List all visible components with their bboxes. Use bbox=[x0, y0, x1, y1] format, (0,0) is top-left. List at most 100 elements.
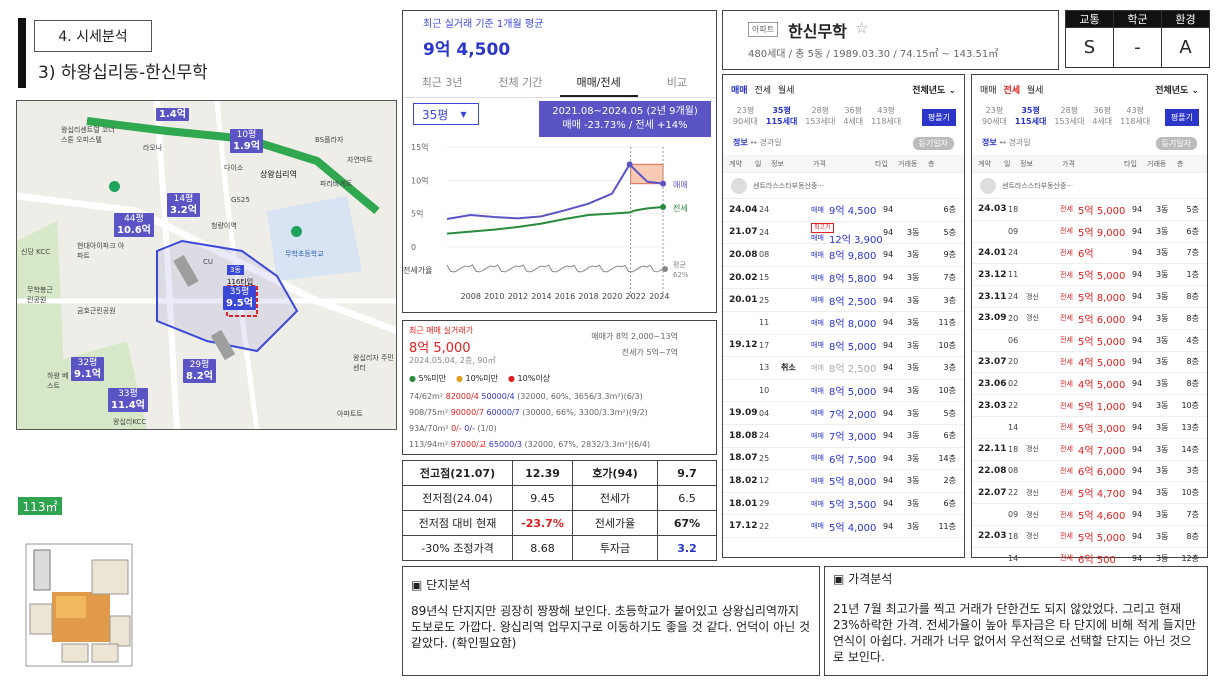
txn-jeonse: 60000/7 bbox=[486, 408, 520, 417]
map-pin[interactable]: 1.4억 bbox=[156, 108, 189, 121]
chart-card-price: 9억 4,500 bbox=[423, 40, 511, 60]
tab-sale-jeonse[interactable]: 매매/전세 bbox=[559, 69, 638, 97]
size-tab[interactable]: 35평 115세대 bbox=[766, 105, 797, 127]
row-price: 5억 4,600 bbox=[1078, 511, 1126, 523]
txn-row[interactable]: 10 매매 8억 5,000 94 3동 10층 bbox=[723, 380, 964, 403]
map-pin[interactable]: 32평 9.1억 bbox=[71, 357, 104, 381]
row-price: 9억 4,500 bbox=[829, 206, 877, 218]
pin-size: 44평 bbox=[124, 214, 144, 224]
txn-rows: 74/62m² 82000/4 50000/4 (32000, 60%, 365… bbox=[409, 389, 709, 453]
pyeong-filter-button[interactable]: 평플기 bbox=[1164, 109, 1199, 126]
star-icon[interactable]: ☆ bbox=[855, 19, 869, 37]
summary-cell: 12.39 bbox=[512, 460, 573, 486]
txn-row[interactable]: 21.07 24 최고가 매매 12억 3,900 94 3동 5층 bbox=[723, 222, 964, 246]
row-floor: 6층 bbox=[943, 431, 956, 441]
size-tab[interactable]: 36평 4세대 bbox=[843, 105, 863, 127]
txn-row[interactable]: 18.02 12 매매 5억 8,000 94 3동 2층 bbox=[723, 470, 964, 493]
size-tab[interactable]: 23평 90세대 bbox=[733, 105, 758, 127]
tab-sale[interactable]: 매매 bbox=[980, 86, 997, 96]
row-type: 94 bbox=[1132, 248, 1143, 258]
map-place: 아파트트 bbox=[337, 410, 363, 418]
year-select[interactable]: 전체년도 ⌄ bbox=[1155, 83, 1199, 96]
row-dong: 3동 bbox=[907, 227, 920, 237]
size-tab[interactable]: 28평 153세대 bbox=[1054, 105, 1084, 127]
pyeong-filter-button[interactable]: 평플기 bbox=[921, 109, 956, 126]
txn-row[interactable]: 24.04 24 매매 9억 4,500 94 6층 bbox=[723, 199, 964, 222]
row-type: 94 bbox=[883, 386, 894, 396]
row-day: 12 bbox=[759, 476, 770, 486]
txn-row[interactable]: 06 전세 5억 5,000 94 3동 4층 bbox=[972, 330, 1207, 352]
tab-jeonse[interactable]: 전세 bbox=[1003, 86, 1020, 96]
txn-row[interactable]: 20.01 25 매매 8억 2,500 94 3동 3층 bbox=[723, 289, 964, 312]
txn-row[interactable]: 18.01 29 매매 5억 3,500 94 3동 6층 bbox=[723, 493, 964, 516]
txn-row[interactable]: 18.08 24 매매 7억 3,000 94 3동 6층 bbox=[723, 425, 964, 448]
registration-date-button[interactable]: 등기일자 bbox=[1155, 137, 1197, 150]
size-tab[interactable]: 36평 4세대 bbox=[1092, 105, 1112, 127]
txn-row[interactable]: 23.09 20 갱신 전세 5억 6,000 94 3동 8층 bbox=[972, 308, 1207, 330]
size-tab[interactable]: 23평 90세대 bbox=[982, 105, 1007, 127]
map-pin[interactable]: 10평 1.9억 bbox=[230, 129, 263, 153]
txn-row[interactable]: 24.03 18 전세 5억 5,000 94 3동 5층 bbox=[972, 199, 1207, 221]
txn-row[interactable]: 22.03 18 갱신 전세 5억 5,000 94 3동 8층 bbox=[972, 526, 1207, 548]
map[interactable]: 1.4억 10평 1.9억 44평 10.6억 14평 3.2억 29평 8.2억 32… bbox=[16, 100, 397, 430]
tab-wolse[interactable]: 월세 bbox=[777, 86, 795, 96]
tab-sale[interactable]: 매매 bbox=[731, 86, 748, 96]
info-sub: ↔ 경과일 bbox=[750, 138, 782, 147]
txn-row[interactable]: 13 취소 매매 8억 2,500 94 3동 3층 bbox=[723, 357, 964, 380]
info-sub: ↔ 경과일 bbox=[999, 138, 1031, 147]
row-month: 18.07 bbox=[729, 453, 758, 464]
txn-row[interactable]: 09 전세 5억 9,000 94 3동 6층 bbox=[972, 221, 1207, 243]
registration-date-button[interactable]: 등기일자 bbox=[912, 137, 954, 150]
size-tab-households: 118세대 bbox=[871, 117, 902, 126]
txn-row[interactable]: 22.11 18 갱신 전세 4억 7,000 94 3동 14층 bbox=[972, 439, 1207, 461]
txn-row[interactable]: 20.08 08 매매 8억 9,800 94 3동 9층 bbox=[723, 244, 964, 267]
agent-row[interactable]: 센트라스스타부동산중··· bbox=[972, 173, 1207, 199]
tab-all-period[interactable]: 전체 기간 bbox=[498, 76, 543, 89]
txn-row[interactable]: 23.06 02 전세 4억 5,000 94 3동 8층 bbox=[972, 373, 1207, 396]
txn-row[interactable]: 19.12 17 매매 8억 5,000 94 3동 10층 bbox=[723, 335, 964, 358]
tab-jeonse[interactable]: 전세 bbox=[754, 86, 771, 96]
row-price: 5억 5,000 bbox=[1078, 532, 1126, 544]
size-tab[interactable]: 35평 115세대 bbox=[1015, 105, 1046, 127]
txn-row[interactable]: 24.01 24 전세 6억 94 3동 7층 bbox=[972, 243, 1207, 265]
txn-row[interactable]: 11 매매 8억 8,000 94 3동 11층 bbox=[723, 312, 964, 335]
tab-wolse[interactable]: 월세 bbox=[1026, 86, 1044, 96]
map-pin[interactable]: 29평 8.2억 bbox=[183, 359, 216, 383]
tab-compare[interactable]: 비교 bbox=[666, 76, 687, 89]
complex-analysis-body: 89년식 단지지만 굉장히 짱짱해 보인다. 초등학교가 붙어있고 상왕십리역까… bbox=[411, 604, 811, 650]
summary-cell: 전저점(24.04) bbox=[402, 485, 513, 511]
txn-row[interactable]: 18.07 25 매매 6억 7,500 94 3동 14층 bbox=[723, 448, 964, 471]
map-pin-selected[interactable]: 35평 9.5억 bbox=[223, 286, 256, 310]
floorplan[interactable] bbox=[22, 540, 136, 670]
txn-row[interactable]: 23.11 24 갱신 전세 5억 8,000 94 3동 8층 bbox=[972, 286, 1207, 308]
row-kind: 전세 bbox=[1060, 270, 1073, 279]
txn-row[interactable]: 19.09 04 매매 7억 2,000 94 3동 5층 bbox=[723, 402, 964, 425]
year-select[interactable]: 전체년도 ⌄ bbox=[912, 83, 956, 96]
map-pin[interactable]: 44평 10.6억 bbox=[114, 213, 154, 237]
txn-row[interactable]: 23.03 22 전세 5억 1,000 94 3동 10층 bbox=[972, 395, 1207, 417]
txn-row[interactable]: 23.07 20 전세 4억 5,000 94 3동 8층 bbox=[972, 352, 1207, 374]
size-tab[interactable]: 28평 153세대 bbox=[805, 105, 835, 127]
txn-row[interactable]: 17.12 22 매매 5억 4,000 94 3동 11층 bbox=[723, 515, 964, 538]
txn-row: 113/94m² 97000/교 65000/3 (32000, 67%, 28… bbox=[409, 437, 709, 453]
row-dong: 3동 bbox=[907, 340, 920, 350]
txn-row[interactable]: 09 갱신 전세 5억 4,600 94 3동 7층 bbox=[972, 504, 1207, 526]
txn-row[interactable]: 22.07 22 갱신 전세 5억 4,700 94 3동 10층 bbox=[972, 482, 1207, 505]
agent-row[interactable]: 센트라스스타부동산중··· bbox=[723, 173, 964, 199]
txn-row[interactable]: 23.12 11 전세 5억 5,000 94 3동 1층 bbox=[972, 264, 1207, 287]
txn-row[interactable]: 20.02 15 매매 8억 5,800 94 3동 7층 bbox=[723, 267, 964, 290]
series-line-jeonse bbox=[446, 206, 664, 235]
map-place: 상왕십리역 bbox=[260, 170, 297, 179]
size-tab[interactable]: 43평 118세대 bbox=[871, 105, 901, 127]
row-month: 23.12 bbox=[978, 269, 1007, 280]
map-pin[interactable]: 33평 11.4억 bbox=[108, 388, 148, 412]
tab-recent-3y[interactable]: 최근 3년 bbox=[421, 76, 463, 89]
txn-row[interactable]: 22.08 08 전세 6억 6,000 94 3동 3층 bbox=[972, 461, 1207, 483]
map-pin[interactable]: 14평 3.2억 bbox=[167, 193, 200, 217]
row-kind: 매매 bbox=[811, 431, 824, 440]
size-tab[interactable]: 43평 118세대 bbox=[1120, 105, 1150, 127]
size-select[interactable]: 35평 ▼ bbox=[413, 103, 479, 125]
txn-row[interactable]: 14 전세 5억 3,000 94 3동 13층 bbox=[972, 417, 1207, 439]
row-type: 94 bbox=[883, 521, 894, 531]
